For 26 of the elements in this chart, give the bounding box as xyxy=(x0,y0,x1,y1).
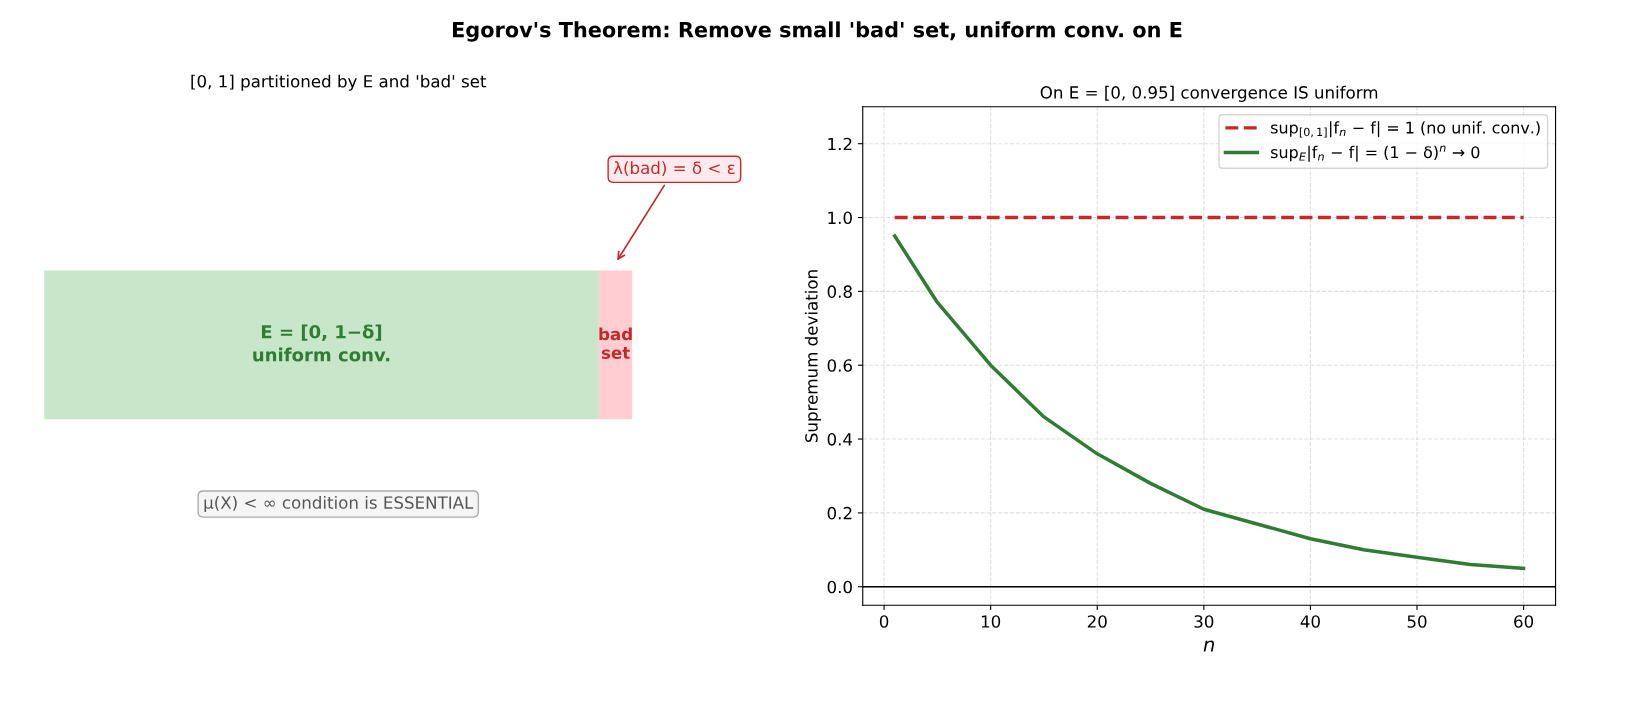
x-tick-label: 30 xyxy=(1194,615,1214,628)
x-tick-label: 40 xyxy=(1300,615,1320,628)
text: μ(X) < ∞ condition is ESSENTIAL xyxy=(204,495,474,513)
x-tick-label: 50 xyxy=(1407,615,1427,628)
y-tick-label: 0.0 xyxy=(827,580,852,594)
text: λ(bad) = δ < ε xyxy=(613,161,735,177)
y-tick-label: 1.0 xyxy=(828,211,852,225)
y-tick-label: 1.2 xyxy=(828,137,852,151)
text: E = [0, 1−δ] uniform conv. xyxy=(253,324,390,362)
text: Egorov's Theorem: Remove small 'bad' set, uniform conv. on E xyxy=(453,21,1182,42)
legend-label: sup$_{E}$|f$_{n}$ − f| = (1 − δ)$^{n}$ → 0 xyxy=(1271,145,1480,162)
line-series xyxy=(892,234,1526,571)
y-tick-label: 0.6 xyxy=(827,359,852,372)
y-axis-title: Supremum deviation xyxy=(804,270,821,443)
x-tick-label: 0 xyxy=(879,615,889,628)
y-tick-label: 0.2 xyxy=(827,506,852,520)
text: bad set xyxy=(599,327,632,360)
x-tick-label: 20 xyxy=(1087,615,1107,628)
y-tick-label: 0.8 xyxy=(827,285,852,298)
y-tick-label: 0.4 xyxy=(827,433,853,446)
x-axis-title: n xyxy=(1203,640,1214,652)
x-tick-label: 10 xyxy=(981,615,1001,628)
legend-label: sup$_{[0,1]}$|f$_{n}$ − f| = 1 (no unif. conv.) xyxy=(1271,121,1540,138)
x-tick-label: 60 xyxy=(1514,615,1534,628)
text: [0, 1] partitioned by E and 'bad' set xyxy=(191,74,487,91)
chart-title: On E = [0, 0.95] convergence IS uniform xyxy=(1040,85,1378,102)
